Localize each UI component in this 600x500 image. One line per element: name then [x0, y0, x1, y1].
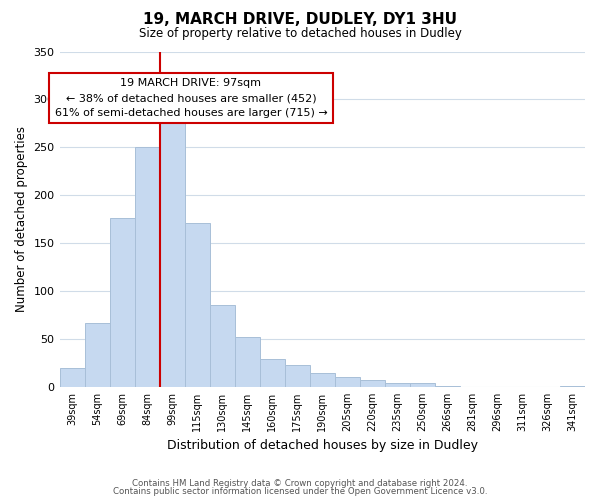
Bar — [160, 116, 185, 387]
Bar — [235, 337, 260, 387]
Bar — [410, 383, 435, 387]
Bar — [285, 365, 310, 387]
Bar — [85, 322, 110, 387]
Bar — [134, 148, 160, 387]
Bar — [185, 223, 209, 387]
Text: 19, MARCH DRIVE, DUDLEY, DY1 3HU: 19, MARCH DRIVE, DUDLEY, DY1 3HU — [143, 12, 457, 28]
Bar — [110, 218, 134, 387]
Bar — [335, 378, 360, 387]
Text: Contains HM Land Registry data © Crown copyright and database right 2024.: Contains HM Land Registry data © Crown c… — [132, 478, 468, 488]
Bar — [360, 380, 385, 387]
Bar — [560, 386, 585, 387]
Text: Contains public sector information licensed under the Open Government Licence v3: Contains public sector information licen… — [113, 487, 487, 496]
Bar — [260, 359, 285, 387]
Bar — [435, 386, 460, 387]
Text: 19 MARCH DRIVE: 97sqm
← 38% of detached houses are smaller (452)
61% of semi-det: 19 MARCH DRIVE: 97sqm ← 38% of detached … — [55, 78, 327, 118]
Bar — [385, 383, 410, 387]
Y-axis label: Number of detached properties: Number of detached properties — [15, 126, 28, 312]
Text: Size of property relative to detached houses in Dudley: Size of property relative to detached ho… — [139, 28, 461, 40]
Bar — [310, 372, 335, 387]
Bar — [59, 368, 85, 387]
X-axis label: Distribution of detached houses by size in Dudley: Distribution of detached houses by size … — [167, 440, 478, 452]
Bar — [209, 306, 235, 387]
